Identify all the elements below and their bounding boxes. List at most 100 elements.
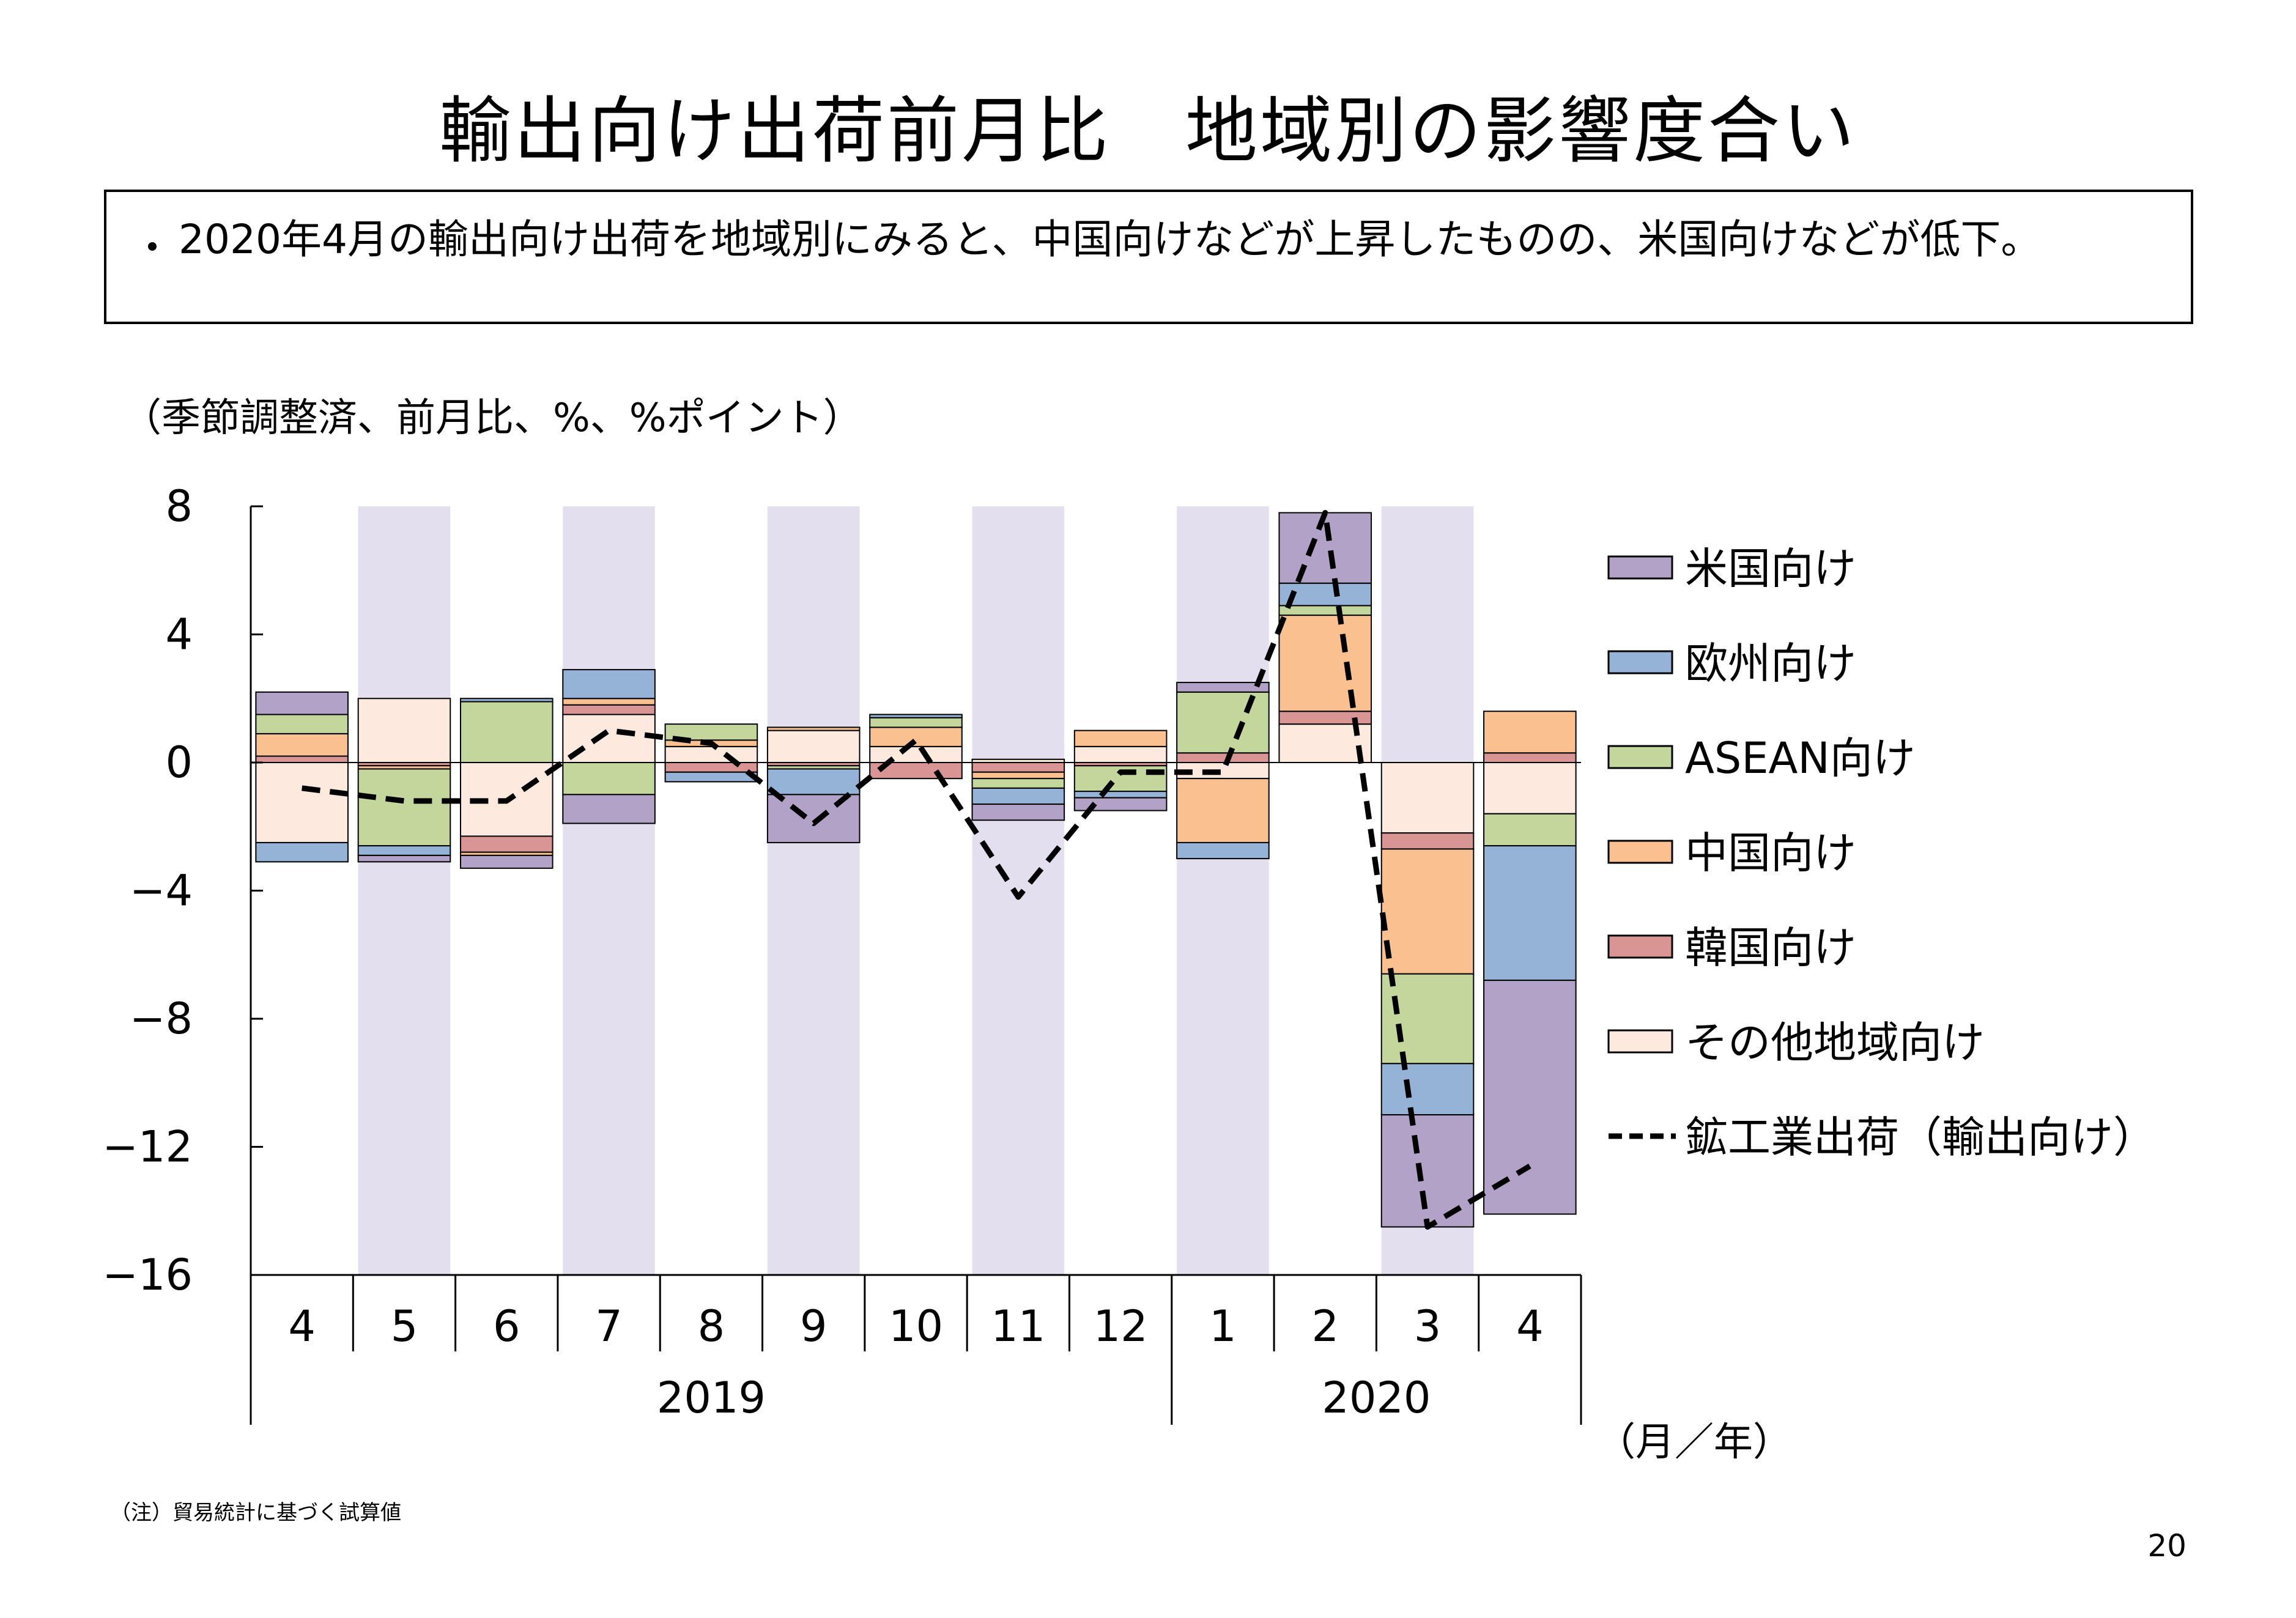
bar-segment [1483,813,1577,847]
line-series [302,509,1531,1230]
bar-segment [1380,973,1475,1065]
shaded-band [767,506,860,1275]
bar-segment [459,835,554,853]
y-tick-label: 8 [165,481,193,531]
bar-segment [255,762,349,843]
bar-segment [357,698,451,763]
legend-label: その他地域向け [1685,1018,1985,1068]
summary-box: ・ 2020年4月の輸出向け出荷を地域別にみると、中国向けなどが上昇したものの、… [104,190,2193,324]
bar-segment [1483,845,1577,981]
bar-segment [357,845,451,856]
bar-segment [255,755,349,764]
bar-segment [971,771,1065,780]
x-tick-label: 5 [391,1301,418,1351]
bar-segment [1073,791,1168,799]
bar-segment [1073,730,1168,747]
x-tick-label: 4 [1516,1301,1544,1351]
bar-segment [1380,762,1475,834]
bar-segment [459,701,554,764]
x-tick-label: 12 [1094,1301,1148,1351]
legend-swatch [1607,650,1673,674]
shaded-band [1177,506,1269,1275]
shaded-band [972,506,1065,1275]
y-tick-labels: 8 4 0 −4 −8 −12 −16 [102,481,193,1300]
bar-segment [459,698,554,703]
bar-segment [869,714,963,718]
bar-segment [1278,605,1372,616]
legend-swatch [1607,1029,1673,1054]
unit-label: （季節調整済、前月比、%、%ポイント） [122,396,862,441]
y-tick-label: −4 [130,866,193,916]
bar-segment [255,841,349,863]
bar-segment [255,714,349,734]
legend-label: 米国向け [1685,544,1856,594]
x-tick-label: 9 [800,1301,828,1351]
bar-segment [562,762,656,796]
bar-segment [459,854,554,869]
bar-segment [766,730,861,763]
legend-swatch [1607,555,1673,580]
bar-segment [1483,711,1577,754]
page-number: 20 [2147,1528,2187,1564]
bar-segment [357,768,451,847]
bar-segment [562,669,656,700]
bar-segment [1483,762,1577,815]
bar-segment [971,762,1065,773]
bar-segment [869,717,963,728]
bar-segment [1073,797,1168,811]
bar-segment [1176,691,1270,754]
bar-segment [1176,841,1270,860]
bar-segment [766,726,861,731]
bar-segment [562,698,656,706]
x-tick-label: 4 [288,1301,316,1351]
x-tick-label: 7 [595,1301,623,1351]
bar-segment [1380,832,1475,850]
y-tick-label: −8 [130,994,193,1044]
year-label: 2019 [657,1373,766,1423]
bar-segment [1278,615,1372,712]
legend-swatch [1607,840,1673,864]
legend-label: ASEAN向け [1685,733,1916,783]
page-title: 輸出向け出荷前月比 地域別の影響度合い [439,89,1857,173]
x-tick-label: 2 [1311,1301,1339,1351]
legend-label: 中国向け [1685,828,1856,878]
legend-label: 欧州向け [1685,638,1856,689]
shaded-band [358,506,451,1275]
x-tick-label: 11 [991,1301,1045,1351]
bar-segment [255,733,349,757]
summary-bullet: ・ [132,224,172,272]
bar-segment [766,794,861,843]
bar-segment [664,762,758,773]
legend-swatch [1607,934,1673,959]
summary-text: 2020年4月の輸出向け出荷を地域別にみると、中国向けなどが上昇したものの、米国… [179,216,2042,263]
legend-label: 鉱工業出荷（輸出向け） [1685,1112,2156,1162]
bar-segment [1176,752,1270,763]
line-series-path [302,509,1531,1230]
bar-segment [766,768,861,796]
note: （注）貿易統計に基づく試算値 [110,1501,401,1525]
x-tick-label: 10 [889,1301,943,1351]
x-tick-label: 1 [1209,1301,1237,1351]
x-unit-label: （月／年） [1596,1420,1792,1465]
x-tick-label: 6 [493,1301,520,1351]
bar-segment [1483,980,1577,1215]
bar-segment [357,854,451,863]
year-label: 2020 [1322,1373,1431,1423]
bar-segment [562,704,656,715]
y-tick-label: −12 [102,1122,193,1172]
axes [250,505,1582,1425]
bar-segment [1176,778,1270,843]
legend-label: 韓国向け [1685,923,1856,973]
bar-segment [1483,752,1577,763]
legend-swatch [1607,745,1673,769]
bar-segment [255,691,349,715]
bar-segment [1380,1063,1475,1116]
y-tick-label: 4 [165,610,193,660]
bar-segment [869,745,963,763]
y-tick-label: −16 [102,1250,193,1300]
bar-segment [971,787,1065,805]
y-tick-label: 0 [165,737,193,788]
